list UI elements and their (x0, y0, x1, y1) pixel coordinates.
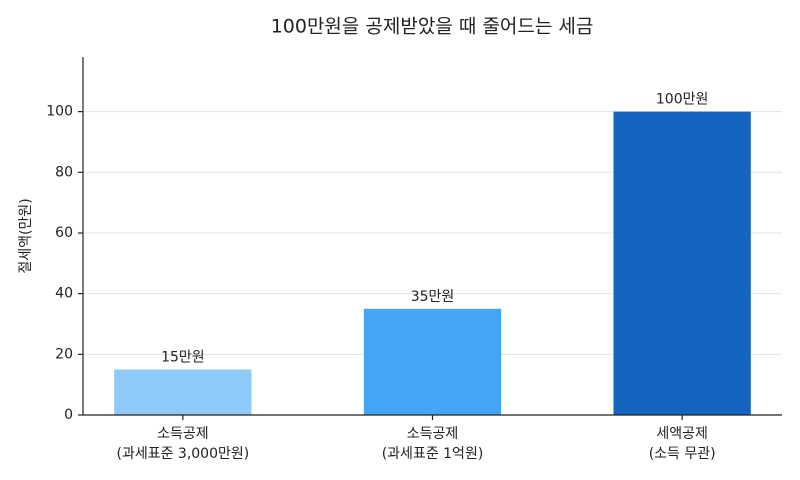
x-tick-label: 세액공제 (656, 426, 708, 442)
bar (363, 308, 502, 415)
value-label: 15만원 (161, 349, 205, 365)
y-tick-label: 80 (55, 164, 73, 180)
y-tick-label: 40 (55, 286, 73, 302)
y-tick-label: 60 (55, 225, 73, 241)
y-axis-label: 절세액(만원) (18, 198, 34, 273)
y-tick-label: 0 (64, 407, 73, 423)
x-tick-label: (소득 무관) (649, 446, 716, 462)
x-tick-label: 소득공제 (157, 426, 209, 442)
bar (613, 111, 751, 415)
bar (114, 369, 252, 415)
y-tick-label: 20 (55, 346, 73, 362)
y-tick-label: 100 (46, 104, 73, 120)
chart-title: 100만원을 공제받았을 때 줄어드는 세금 (271, 16, 594, 38)
value-label: 100만원 (656, 92, 708, 108)
x-tick-label: 소득공제 (407, 426, 459, 442)
value-label: 35만원 (411, 289, 455, 305)
x-tick-label: (과세표준 1억원) (382, 446, 484, 462)
x-tick-label: (과세표준 3,000만원) (116, 446, 249, 462)
